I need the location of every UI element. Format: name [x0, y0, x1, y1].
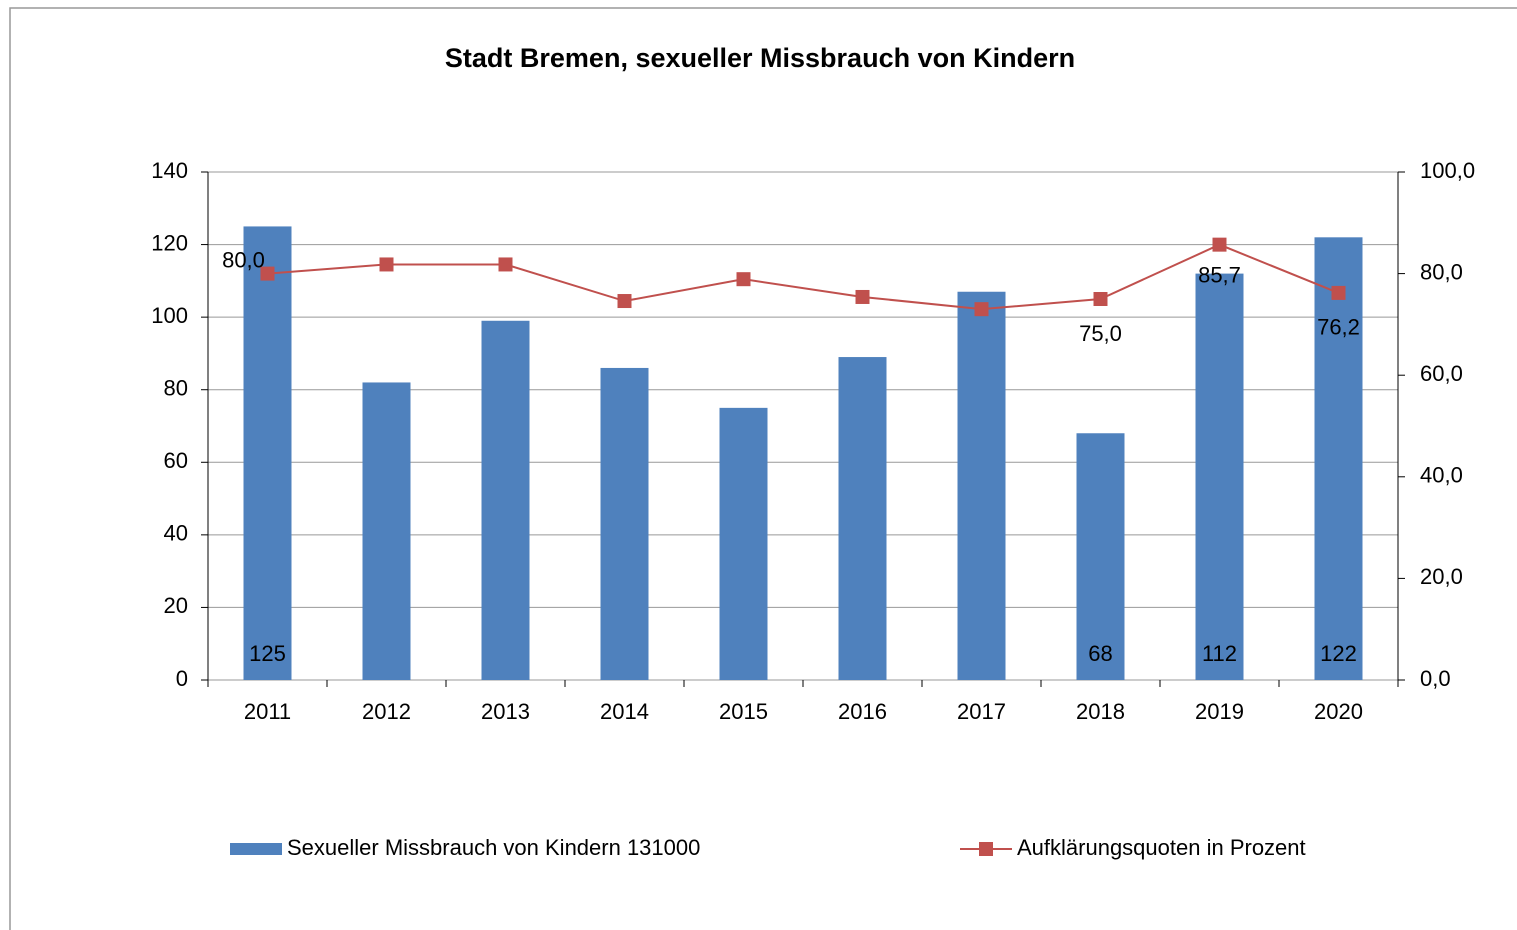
line-marker — [974, 302, 989, 317]
line-value-label: 85,7 — [1198, 262, 1241, 287]
legend-swatch — [230, 843, 282, 855]
bar — [243, 226, 292, 680]
x-tick-label: 2012 — [362, 699, 411, 724]
line-value-label: 75,0 — [1079, 321, 1122, 346]
y-tick-label: 0 — [176, 666, 188, 691]
y-tick-label: 140 — [151, 158, 188, 183]
line-value-label: 76,2 — [1317, 315, 1360, 340]
y2-tick-label: 20,0 — [1420, 564, 1463, 589]
line-marker — [855, 289, 870, 304]
x-tick-label: 2015 — [719, 699, 768, 724]
legend-label: Aufklärungsquoten in Prozent — [1017, 835, 1306, 860]
x-tick-label: 2020 — [1314, 699, 1363, 724]
y-tick-label: 20 — [164, 593, 188, 618]
line-marker — [260, 266, 275, 281]
bar-value-label: 125 — [249, 641, 286, 666]
y-tick-label: 120 — [151, 230, 188, 255]
line-marker — [617, 294, 632, 309]
line-marker — [1331, 285, 1346, 300]
line — [267, 243, 1339, 311]
line-marker — [379, 257, 394, 272]
bar — [838, 357, 887, 680]
y-tick-label: 100 — [151, 303, 188, 328]
y2-tick-label: 0,0 — [1420, 666, 1451, 691]
x-tick-label: 2018 — [1076, 699, 1125, 724]
bar-value-label: 68 — [1088, 641, 1112, 666]
bar — [481, 320, 530, 680]
bar — [1314, 237, 1363, 681]
y2-tick-label: 60,0 — [1420, 361, 1463, 386]
bar — [957, 291, 1006, 680]
x-tick-label: 2014 — [600, 699, 649, 724]
x-tick-label: 2019 — [1195, 699, 1244, 724]
x-tick-label: 2011 — [244, 699, 291, 724]
bar — [362, 382, 411, 680]
bar — [719, 407, 768, 680]
bar-value-label: 122 — [1320, 641, 1357, 666]
chart-title: Stadt Bremen, sexueller Missbrauch von K… — [445, 43, 1075, 73]
line-value-label: 80,0 — [222, 247, 265, 272]
bar — [1076, 433, 1125, 680]
y-tick-label: 40 — [164, 521, 188, 546]
line-marker — [1093, 292, 1108, 306]
legend-marker — [979, 842, 993, 856]
line-marker — [1212, 237, 1227, 252]
line-marker — [736, 272, 751, 287]
bar-value-label: 112 — [1202, 641, 1237, 666]
legend-label: Sexueller Missbrauch von Kindern 131000 — [287, 835, 700, 860]
y-tick-label: 60 — [164, 448, 188, 473]
line-marker — [498, 257, 513, 272]
x-tick-label: 2017 — [957, 699, 1006, 724]
x-tick-label: 2013 — [481, 699, 530, 724]
x-tick-label: 2016 — [838, 699, 887, 724]
y2-tick-label: 80,0 — [1420, 259, 1463, 284]
bar — [1195, 273, 1244, 680]
y2-tick-label: 100,0 — [1420, 158, 1475, 183]
bar — [600, 367, 649, 680]
y-tick-label: 80 — [164, 376, 188, 401]
y2-tick-label: 40,0 — [1420, 463, 1463, 488]
